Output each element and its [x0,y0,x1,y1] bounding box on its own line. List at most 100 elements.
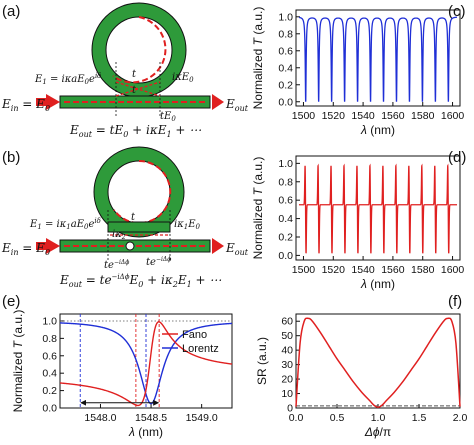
output-arrow-b [212,238,224,254]
ein-label-a: Ein = E0 [1,97,50,113]
x-tick-label: 0.0 [289,412,304,424]
y-tick-label: 20 [281,374,293,386]
te0-label-a: tE0 [160,111,176,123]
output-arrow-a [212,94,224,110]
y-axis-label: Normalized T (a.u.) [11,310,25,413]
x-tick-label: 1549.0 [186,412,218,424]
y-axis-label: Normalized T (a.u.) [251,7,265,110]
y-tick-label: 10 [281,388,293,400]
y-tick-label: 60 [281,316,293,328]
e1-label-a: E1 = iκaE0eiδ [34,72,101,86]
x-tick-label: 1.5 [412,412,427,424]
sr-curve [295,317,461,409]
panel-label-c: (c) [448,3,466,20]
x-tick-label: 1.0 [371,412,386,424]
panel-label-d: (d) [448,149,466,166]
plot-frame [295,155,461,261]
plot-frame [295,9,461,107]
y-tick-label: 50 [281,330,293,342]
y-tick-label: 0.6 [278,45,293,57]
panel-label-f: (f) [448,293,462,310]
x-tick-label: 1580 [411,110,435,122]
y-tick-label: 0.0 [42,403,57,415]
ring-field-arrow-a [112,16,167,84]
input-arrow-a-tail [36,98,48,106]
chart-f: 0.0 0.5 1.0 1.5 2.0 0 10 20 30 40 50 60 Δϕ/π SR (a.u.… [255,313,468,439]
ring-field-arrow-b [113,159,172,224]
y-tick-label: 0.4 [42,368,57,380]
legend-label-fano: Fano [182,329,207,341]
ik2-label-b: iκ2 [112,229,126,241]
y-tick-label: 0.2 [278,79,293,91]
input-arrow-b [46,238,60,254]
y-tick-label: 1.0 [278,11,293,23]
eout-label-a: Eout [225,97,249,113]
chart-d: 1500 1520 1540 1560 1580 1600 0.0 0.2 0.4 0.6 0.8 1… [251,155,465,291]
y-tick-label: 40 [281,345,293,357]
phase2-label-b: te−iΔϕ [146,256,171,268]
eout-equation-b: Eout = te−iΔϕE0 + iκ2E1 + ⋯ [59,273,221,289]
x-tick-label: 1548.0 [84,412,116,424]
y-tick-label: 0.2 [42,385,57,397]
ring-resonator-b [94,147,184,237]
panel-label-e: (e) [2,293,20,310]
y-tick-label: 30 [281,359,293,371]
x-tick-label: 1520 [322,264,346,276]
x-tick-label: 1560 [381,264,405,276]
t-label-a-top: t [132,69,137,80]
y-axis-label: SR (a.u.) [255,337,269,385]
t-label-b: t [131,212,136,223]
x-tick-label: 1540 [351,110,375,122]
x-tick-label: 2.0 [453,412,468,424]
plot-frame [295,313,461,409]
panel-label-a: (a) [2,3,20,20]
cross-coupling-2-a [115,81,161,97]
e1-label-b: E1 = iκ1aE0eiδ [29,217,101,231]
x-tick-label: 1548.5 [135,412,167,424]
lorentz-curve [59,322,233,405]
x-tick-label: 1540 [351,264,375,276]
y-tick-label: 0.6 [42,350,57,362]
ike0-label-a: iκE0 [172,72,194,84]
input-arrow-b-tail [36,242,48,250]
x-axis-label: Δϕ/π [364,425,391,439]
phase1-label-b: te−iΔϕ [104,259,129,271]
diagram-a: (a) t t E1 = iκaE0eiδ iκE0 tE0 Ein = E0 … [1,2,249,139]
x-tick-label: 1600 [441,264,465,276]
legend-label-lorentz: Lorentz [182,343,219,355]
x-tick-label: 1560 [381,110,405,122]
y-tick-label: 0.8 [278,28,293,40]
diagram-b: (b) t iκ2 E1 = iκ1aE0eiδ iκ1E0 te−iΔϕ te… [1,146,249,289]
y-tick-label: 0 [287,403,293,415]
transmission-curve-d [298,163,458,254]
y-tick-label: 0.4 [278,62,293,74]
t-label-a-mid: t [132,85,137,96]
x-tick-label: 1520 [322,110,346,122]
cross-coupling-1-a [115,81,161,97]
ring-resonator-a [92,3,186,97]
transmission-curve-c [298,16,458,102]
eout-label-b: Eout [225,241,249,257]
y-tick-label: 0.2 [278,231,293,243]
y-tick-label: 0.8 [278,176,293,188]
x-tick-label: 1500 [292,110,316,122]
y-tick-label: 0.0 [278,250,293,262]
fano-curve [59,321,233,407]
y-tick-label: 0.8 [42,333,57,345]
ein-label-b: Ein = E0 [1,241,50,257]
y-tick-label: 0.6 [278,195,293,207]
y-tick-label: 1.0 [278,158,293,170]
y-tick-label: 0.4 [278,213,293,225]
panel-label-b: (b) [2,149,20,166]
y-tick-label: 0.0 [278,96,293,108]
y-axis-label: Normalized T (a.u.) [251,157,265,260]
eout-equation-a: Eout = tE0 + iκE1 + ⋯ [69,123,201,139]
phase-node-b [125,241,135,251]
x-axis-label: λ (nm) [360,123,395,137]
x-tick-label: 1600 [441,110,465,122]
x-tick-label: 0.5 [330,412,345,424]
input-arrow-a [46,94,60,110]
x-axis-label: λ (nm) [360,277,395,291]
chart-c: 1500 1520 1540 1560 1580 1600 0.0 0.2 0.4 0.6 0.8 1… [251,7,464,137]
